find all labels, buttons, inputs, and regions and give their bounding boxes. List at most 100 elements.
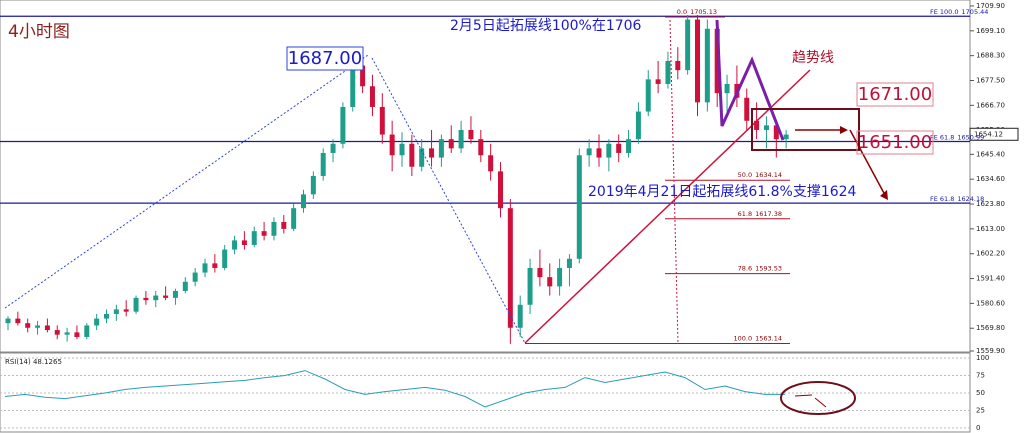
candle-body xyxy=(350,65,356,107)
candle-body xyxy=(655,79,661,84)
candle-body xyxy=(783,134,789,140)
y-tick-label: 1666.70 xyxy=(976,101,1005,109)
fib-label: 0.0 1705.13 xyxy=(677,8,717,16)
fib-axis xyxy=(669,19,679,344)
fib-price: 1634.14 xyxy=(755,171,782,179)
candle-body xyxy=(222,249,228,268)
candle-body xyxy=(133,297,139,312)
y-tick-label: 1699.10 xyxy=(976,27,1005,35)
price-tag-label: 1654.12 xyxy=(974,130,1003,138)
candle-body xyxy=(182,281,188,291)
candle-body xyxy=(773,125,779,140)
candle-body xyxy=(84,325,90,337)
fib-label: 61.8 1617.38 xyxy=(738,210,782,218)
candle-body xyxy=(163,295,169,298)
fib-price: 1593.53 xyxy=(755,265,782,273)
candle-body xyxy=(488,155,494,172)
y-tick-label: 1677.50 xyxy=(976,77,1005,85)
fe-price: 1705.44 xyxy=(962,8,989,16)
fib-price: 1563.14 xyxy=(755,335,782,343)
label-box xyxy=(286,46,364,71)
wave-line xyxy=(4,54,369,309)
rsi-line xyxy=(4,370,785,408)
candle-body xyxy=(192,272,198,282)
fib-level: 100.0 xyxy=(734,335,753,343)
annotation: 1651.00 xyxy=(858,132,932,153)
arrow-head xyxy=(880,190,888,200)
label-box xyxy=(856,82,934,107)
candle-body xyxy=(25,323,31,328)
candle-body xyxy=(586,148,592,156)
wave-line xyxy=(371,57,526,344)
fe-name: FE 100.0 xyxy=(930,8,959,16)
fib-level: 61.8 xyxy=(738,210,752,218)
candle-body xyxy=(616,143,622,153)
candle-body xyxy=(74,332,80,337)
candle-body xyxy=(704,28,710,103)
candle-body xyxy=(320,152,326,176)
candle-body xyxy=(232,240,238,250)
range-box xyxy=(751,108,860,151)
candle-body xyxy=(626,139,632,153)
candle-body xyxy=(448,139,454,149)
y-tick-label: 1688.30 xyxy=(976,52,1005,60)
candle-body xyxy=(645,79,651,112)
candle-body xyxy=(763,125,769,130)
candle-body xyxy=(458,129,464,149)
candle-body xyxy=(675,60,681,71)
candle-body xyxy=(547,277,553,287)
rsi-tick-label: 50 xyxy=(976,389,985,397)
candle-body xyxy=(202,263,208,273)
price-tag xyxy=(969,127,1019,141)
arrow xyxy=(814,397,827,408)
candle-body xyxy=(310,175,316,195)
candle-body xyxy=(94,318,100,326)
candle-body xyxy=(301,194,306,209)
fib-label: 50.0 1634.14 xyxy=(738,171,782,179)
candle-body xyxy=(241,240,247,245)
candle-body xyxy=(330,143,336,153)
candle-body xyxy=(261,231,267,236)
candle-body xyxy=(507,208,513,328)
candle-body xyxy=(360,65,366,87)
candle-body xyxy=(606,143,612,158)
candle-body xyxy=(557,267,563,287)
arrow xyxy=(794,394,813,397)
fib-level: 50.0 xyxy=(738,171,752,179)
y-tick-label: 1580.60 xyxy=(976,299,1005,307)
candle-body xyxy=(596,148,602,158)
annotation: 2月5日起拓展线100%在1706 xyxy=(450,18,642,34)
fib-label: 100.0 1563.14 xyxy=(734,335,783,343)
candle-body xyxy=(143,297,149,301)
y-tick-label: 1613.00 xyxy=(976,225,1005,233)
candle-body xyxy=(576,155,582,259)
candle-body xyxy=(468,129,474,140)
candle-body xyxy=(172,290,178,298)
candle-body xyxy=(369,86,375,107)
annotation: 1687.00 xyxy=(288,48,362,69)
annotation: 1671.00 xyxy=(858,84,932,105)
fe-label: FE 100.0 1705.44 xyxy=(930,8,988,16)
candle-body xyxy=(54,330,60,335)
fib-label: 78.6 1593.53 xyxy=(738,265,782,273)
candle-body xyxy=(281,221,287,229)
candle-body xyxy=(15,318,21,324)
candle-body xyxy=(271,221,277,236)
candle-body xyxy=(429,148,435,158)
candle-body xyxy=(251,231,257,245)
candle-body xyxy=(212,263,218,268)
fe-label: FE 61.8 1624.18 xyxy=(930,195,984,203)
candle-body xyxy=(685,19,691,71)
fe-price: 1650.99 xyxy=(957,133,984,141)
rsi-ellipse xyxy=(780,381,856,415)
fib-price: 1617.38 xyxy=(755,210,782,218)
candle-body xyxy=(291,208,297,229)
y-tick-label: 1645.40 xyxy=(976,150,1005,158)
rsi-tick-label: 75 xyxy=(976,372,985,380)
y-tick-label: 1559.90 xyxy=(976,347,1005,355)
candle-body xyxy=(113,309,119,314)
candle-body xyxy=(389,134,395,156)
label-box xyxy=(856,130,934,155)
annotation: 2019年4月21日起拓展线61.8%支撑1624 xyxy=(588,184,857,200)
